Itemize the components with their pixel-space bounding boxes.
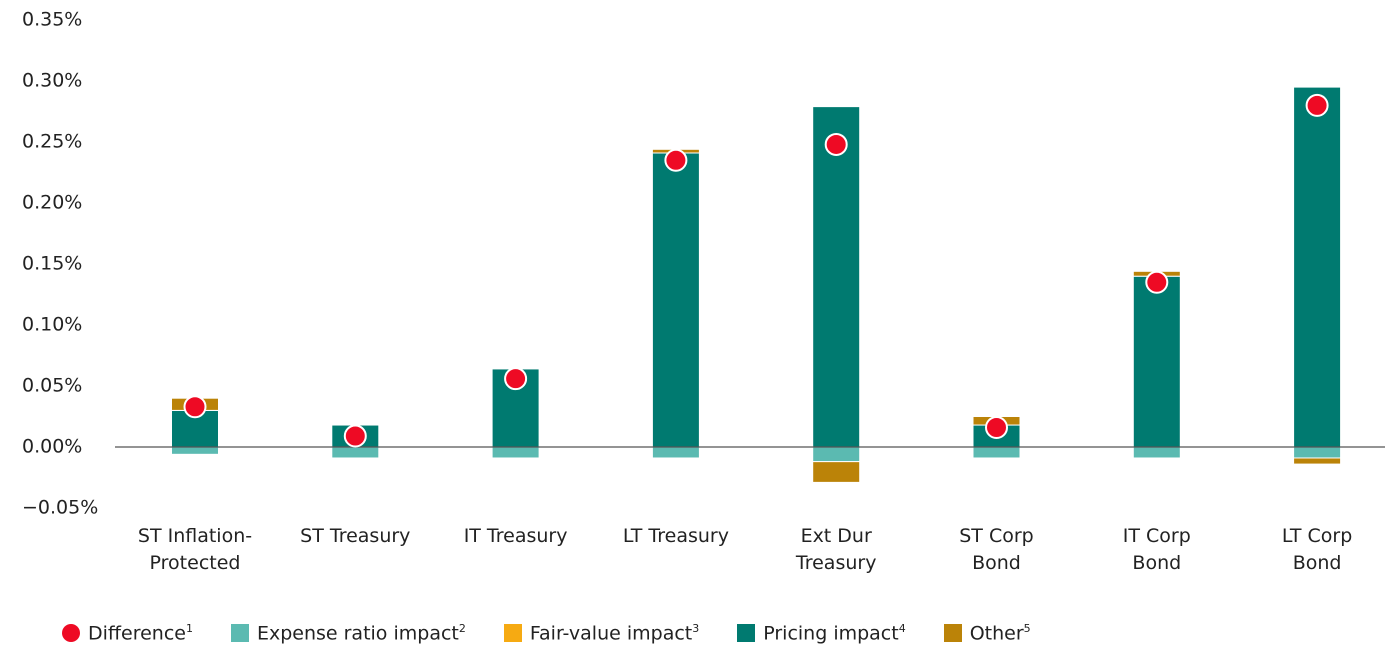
y-tick-label: −0.05% xyxy=(22,497,98,519)
legend-note: 4 xyxy=(898,622,906,635)
difference-marker xyxy=(343,424,367,448)
legend-item: Difference1 xyxy=(62,622,193,644)
bar-segment xyxy=(331,446,380,459)
y-tick-label: 0.00% xyxy=(22,436,82,458)
legend-name: Difference xyxy=(88,622,186,645)
y-tick-label: 0.30% xyxy=(22,70,82,92)
legend-item: Expense ratio impact2 xyxy=(230,622,466,644)
bar-segment xyxy=(171,446,219,455)
bar-segment xyxy=(1293,86,1342,448)
difference-marker xyxy=(664,148,688,172)
bar-segment xyxy=(812,446,861,463)
legend-swatch xyxy=(62,624,80,643)
legend-item: Pricing impact4 xyxy=(737,622,906,644)
legend-swatch xyxy=(230,624,249,643)
legend-name: Fair-value impact xyxy=(529,622,693,645)
x-tick-label: LT Treasury xyxy=(622,525,729,547)
legend-note: 5 xyxy=(1023,622,1031,635)
difference-marker xyxy=(183,395,207,419)
x-tick-label: Ext Dur Treasury xyxy=(795,525,877,574)
bar-segment xyxy=(651,152,700,448)
x-tick-label: ST Inflation- Protected xyxy=(137,525,253,574)
legend-label: Fair-value impact3 xyxy=(530,622,699,644)
legend-note: 3 xyxy=(692,622,700,635)
difference-marker xyxy=(1145,270,1169,294)
legend-name: Expense ratio impact xyxy=(256,622,459,645)
bar-segment xyxy=(972,446,1021,459)
legend-name: Pricing impact xyxy=(763,622,899,645)
bar-segment xyxy=(812,461,861,483)
y-tick-label: 0.05% xyxy=(22,375,82,397)
legend-note: 2 xyxy=(458,622,466,635)
difference-marker xyxy=(1305,93,1329,117)
legend-swatch xyxy=(943,624,962,643)
bar-segment xyxy=(491,446,540,459)
difference-marker xyxy=(985,415,1008,439)
legend-label: Other5 xyxy=(970,622,1031,644)
x-tick-label: ST Treasury xyxy=(300,525,411,547)
y-tick-label: 0.35% xyxy=(22,9,82,31)
x-tick-label: LT Corp Bond xyxy=(1281,525,1353,574)
legend-name: Other xyxy=(969,622,1024,645)
legend: Difference1 Expense ratio impact2 Fair-val… xyxy=(62,622,1031,644)
difference-marker xyxy=(824,132,848,156)
legend-note: 1 xyxy=(185,622,193,635)
bar-segment xyxy=(1293,457,1342,465)
y-tick-label: 0.25% xyxy=(22,131,82,153)
bar-segment xyxy=(1132,446,1181,459)
x-tick-label: IT Corp Bond xyxy=(1122,525,1191,574)
legend-swatch xyxy=(737,624,756,643)
legend-swatch xyxy=(503,624,522,643)
legend-item: Fair-value impact3 xyxy=(503,622,699,644)
legend-label: Pricing impact4 xyxy=(763,622,905,644)
bar-segment xyxy=(812,106,861,448)
bar-segment xyxy=(1132,275,1181,448)
bar-segment xyxy=(1293,446,1342,459)
x-tick-label: IT Treasury xyxy=(463,525,568,547)
y-tick-label: 0.20% xyxy=(22,192,82,214)
x-tick-label: ST Corp Bond xyxy=(959,525,1034,574)
y-tick-label: 0.15% xyxy=(22,253,82,275)
legend-item: Other5 xyxy=(943,622,1031,644)
legend-label: Expense ratio impact2 xyxy=(257,622,466,644)
y-tick-label: 0.10% xyxy=(22,314,82,336)
difference-marker xyxy=(504,367,528,391)
bar-segment xyxy=(651,446,700,459)
legend-label: Difference1 xyxy=(88,622,193,644)
